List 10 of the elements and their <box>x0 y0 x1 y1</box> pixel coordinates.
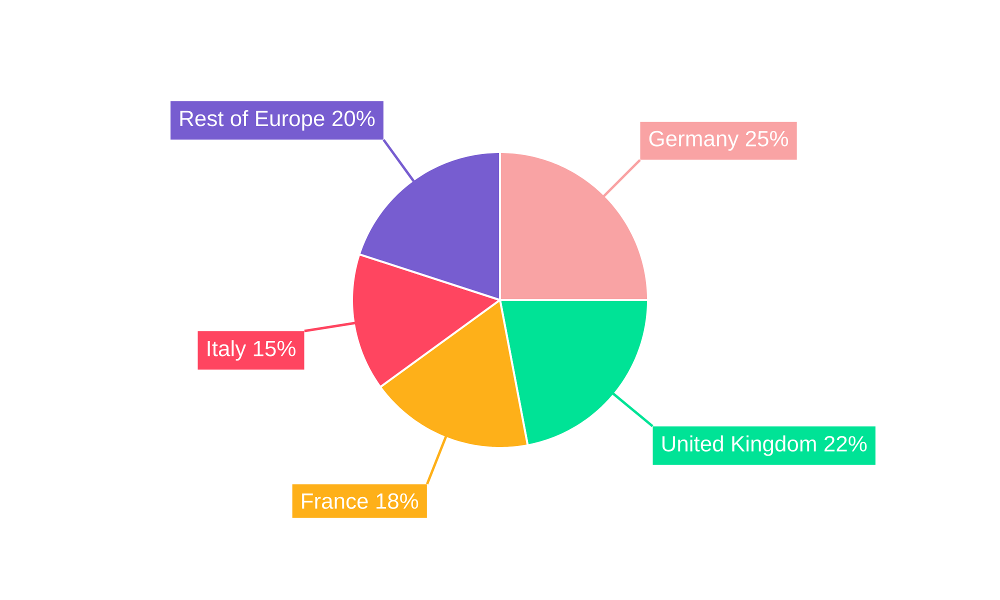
data-label: 20% <box>332 110 375 126</box>
data-label: 22% <box>824 436 867 452</box>
slice-label: France <box>302 494 368 509</box>
slice-label: Germany <box>649 130 739 151</box>
data-label: 25% <box>746 130 788 146</box>
slice-label: United Kingdom <box>662 435 816 456</box>
slice-label: Italy <box>208 340 246 361</box>
data-label: 15% <box>254 340 296 356</box>
data-label: 18% <box>376 493 418 509</box>
slice-label: Rest of Europe <box>180 110 324 131</box>
